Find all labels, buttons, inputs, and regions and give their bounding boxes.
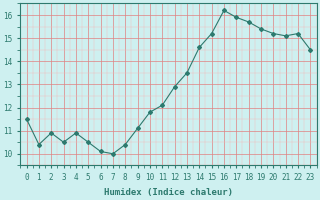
X-axis label: Humidex (Indice chaleur): Humidex (Indice chaleur) [104, 188, 233, 197]
